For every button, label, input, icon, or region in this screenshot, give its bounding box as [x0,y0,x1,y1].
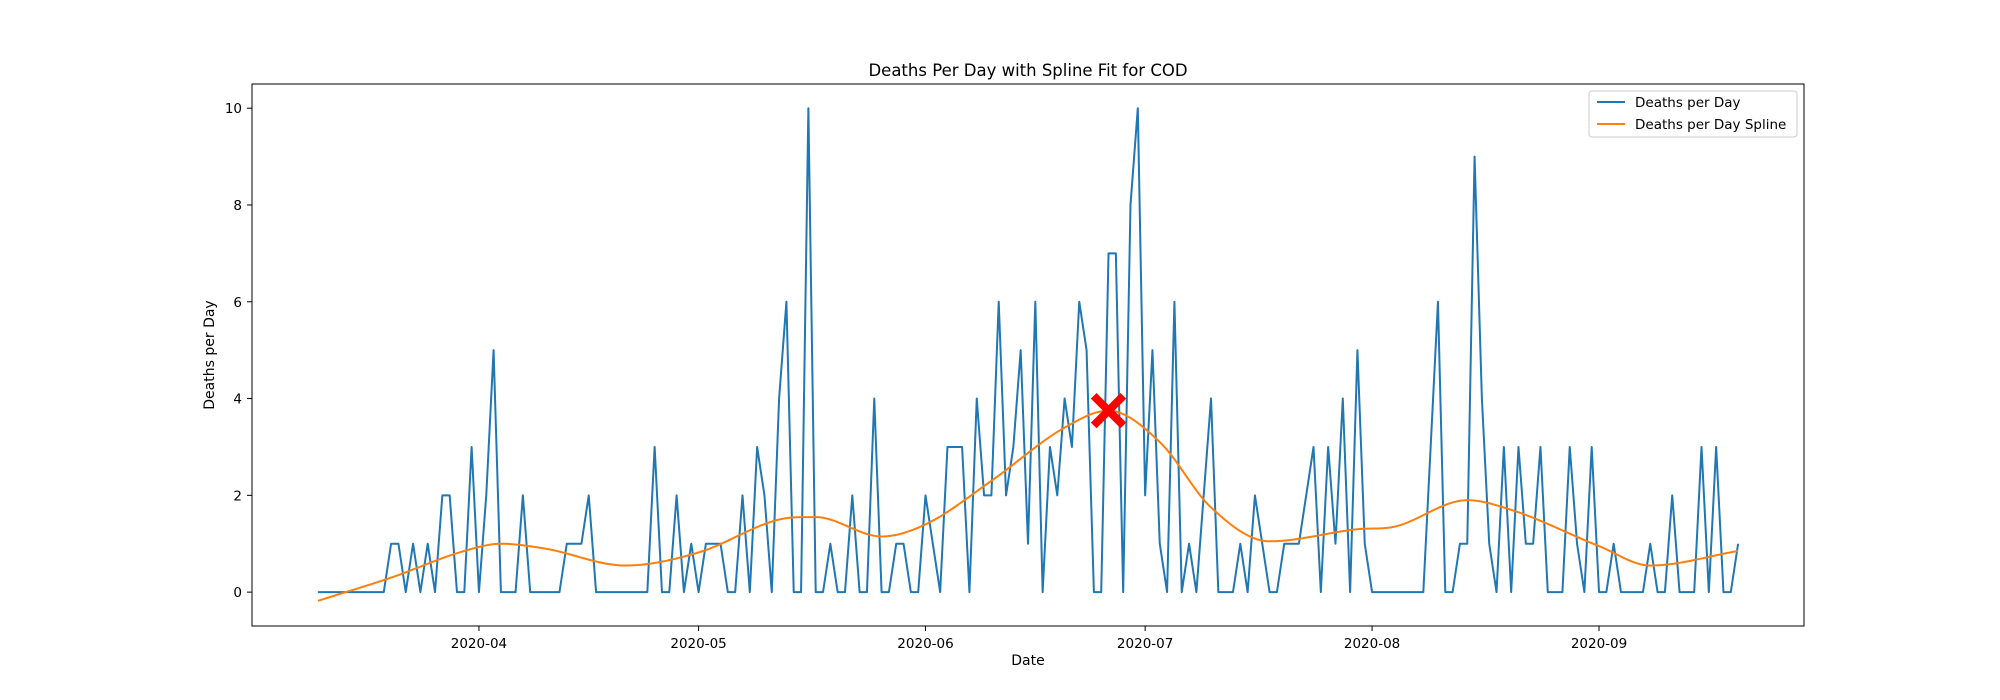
legend-box [1588,90,1798,138]
legend-label-deaths-per-day: Deaths per Day [1635,95,1741,111]
series-line-spline [317,409,1739,602]
x-tick-label: 2020-07 [1117,636,1173,652]
x-tick-label: 2020-04 [451,636,507,652]
legend: Deaths per Day Deaths per Day Spline [1588,90,1798,138]
x-tick-label: 2020-09 [1571,636,1627,652]
chart-title: Deaths Per Day with Spline Fit for COD [868,61,1187,80]
y-tick-label: 0 [233,585,242,601]
y-tick-label: 4 [233,392,242,408]
x-tick-label: 2020-08 [1344,636,1400,652]
peak-x-marker [1090,392,1127,429]
plot-layer [317,107,1740,602]
y-tick-label: 6 [233,295,242,311]
legend-label-spline: Deaths per Day Spline [1635,117,1786,133]
y-tick-label: 8 [233,198,242,214]
y-axis-label: Deaths per Day [202,300,218,409]
x-axis-label: Date [1011,653,1044,669]
y-tick-label: 2 [233,488,242,504]
axes-frame [251,83,1805,627]
x-axis-ticks: 2020-04 2020-05 2020-06 2020-07 2020-08 2020-… [451,626,1627,652]
x-tick-label: 2020-06 [897,636,953,652]
y-axis-ticks: 0 2 4 6 8 10 [225,101,252,601]
series-line-deaths-per-day [317,107,1740,594]
y-tick-label: 10 [225,101,242,117]
x-tick-label: 2020-05 [670,636,726,652]
